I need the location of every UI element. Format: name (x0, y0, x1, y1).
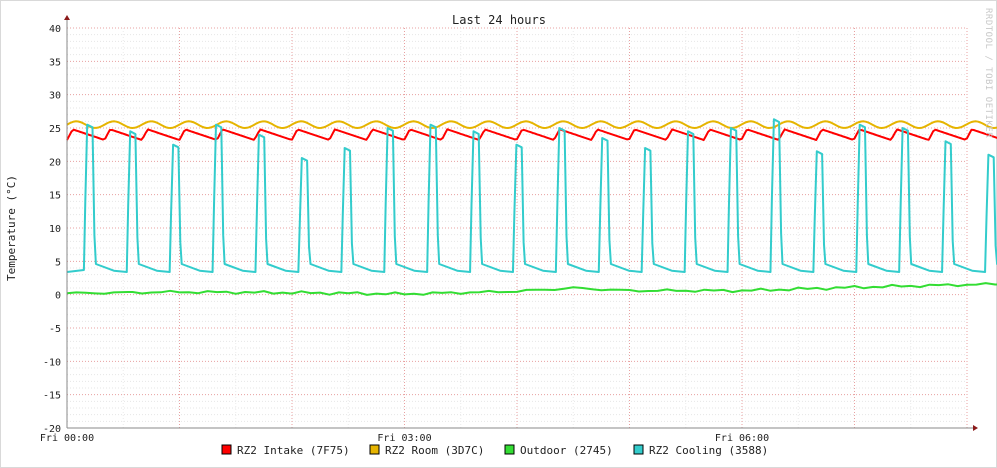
y-tick-label: 35 (49, 57, 61, 68)
y-tick-label: -15 (43, 391, 61, 402)
legend-swatch (633, 444, 644, 455)
y-axis-label: Temperature (°C) (5, 175, 18, 281)
y-tick-labels: 40 35 30 25 20 15 10 5 0 -5 -10 -15 -20 (43, 24, 61, 435)
chart-title: Last 24 hours (452, 13, 546, 27)
watermark: RRDTOOL / TOBI OETIKER (983, 8, 993, 139)
x-axis-arrow (973, 425, 978, 431)
y-tick-label: 5 (55, 257, 61, 268)
y-tick-label: 20 (49, 157, 61, 168)
series-line-outdoor-2745 (66, 282, 997, 296)
x-tick-label: Fri 00:00 (40, 433, 94, 444)
y-tick-label: -5 (49, 324, 61, 335)
y-tick-label: -10 (43, 357, 61, 368)
series-line-rz2-intake-7f75 (66, 128, 997, 141)
legend-swatch (504, 444, 515, 455)
y-tick-label: 40 (49, 24, 61, 35)
x-tick-label: Fri 06:00 (715, 433, 769, 444)
y-tick-label: -20 (43, 424, 61, 435)
legend-swatch (369, 444, 380, 455)
x-tick-label: Fri 03:00 (377, 433, 431, 444)
legend: RZ2 Intake (7F75) RZ2 Room (3D7C) Outdoor … (221, 444, 768, 457)
series-lines (66, 118, 997, 296)
series-line-rz2-room-3d7c (66, 120, 997, 129)
y-axis-arrow (64, 15, 70, 20)
y-tick-label: 10 (49, 224, 61, 235)
y-tick-label: 25 (49, 124, 61, 135)
axes (64, 15, 978, 431)
y-tick-label: 30 (49, 91, 61, 102)
series-line-rz2-cooling-3588 (66, 118, 997, 273)
legend-label: RZ2 Cooling (3588) (649, 444, 768, 457)
y-tick-label: 0 (55, 291, 61, 302)
legend-swatch (221, 444, 232, 455)
grid (67, 27, 968, 429)
legend-label: RZ2 Room (3D7C) (385, 444, 484, 457)
legend-label: RZ2 Intake (7F75) (237, 444, 350, 457)
legend-label: Outdoor (2745) (520, 444, 613, 457)
y-tick-label: 15 (49, 191, 61, 202)
